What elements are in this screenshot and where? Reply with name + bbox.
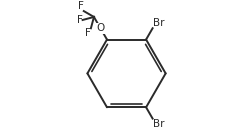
Text: F: F: [77, 15, 83, 25]
Text: Br: Br: [153, 18, 165, 28]
Text: F: F: [85, 28, 91, 38]
Text: Br: Br: [153, 119, 165, 129]
Text: F: F: [78, 1, 84, 11]
Text: O: O: [96, 23, 105, 33]
